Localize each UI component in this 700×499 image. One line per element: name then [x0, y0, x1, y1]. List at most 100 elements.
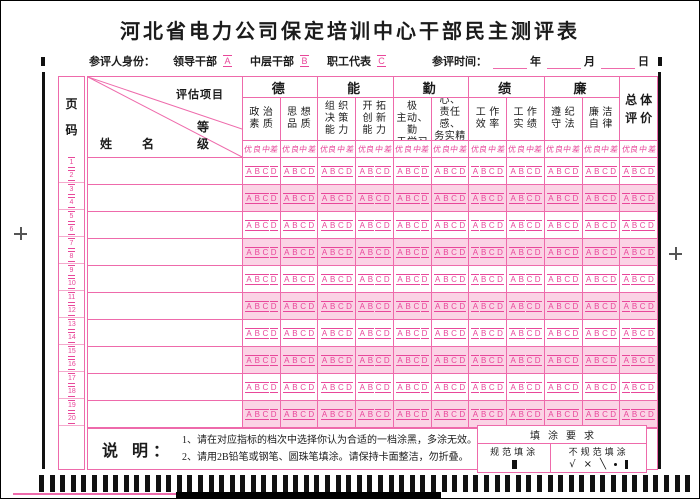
- bubble-B[interactable]: B: [555, 408, 564, 420]
- bubble-B[interactable]: B: [441, 219, 450, 231]
- bubble-A[interactable]: A: [471, 273, 480, 285]
- bubble-A[interactable]: A: [546, 165, 555, 177]
- bubble-A[interactable]: A: [358, 246, 367, 258]
- bubble-C[interactable]: C: [299, 327, 308, 339]
- bubble-C[interactable]: C: [299, 165, 308, 177]
- bubble-D[interactable]: D: [458, 300, 467, 312]
- bubble-C[interactable]: C: [638, 246, 647, 258]
- name-cell[interactable]: [88, 293, 242, 319]
- bubble-D[interactable]: D: [382, 219, 391, 231]
- bubble-C[interactable]: C: [638, 165, 647, 177]
- bubble-D[interactable]: D: [458, 381, 467, 393]
- bubble-C[interactable]: C: [299, 192, 308, 204]
- bubble-C[interactable]: C: [638, 408, 647, 420]
- bubble-C[interactable]: C: [487, 408, 496, 420]
- bubble-A[interactable]: A: [282, 327, 291, 339]
- bubble-B[interactable]: B: [253, 354, 262, 366]
- bubble-C[interactable]: C: [450, 354, 459, 366]
- bubble-B[interactable]: B: [592, 354, 601, 366]
- bubble-D[interactable]: D: [307, 354, 316, 366]
- name-cell[interactable]: [88, 266, 242, 292]
- bubble-C[interactable]: C: [336, 381, 345, 393]
- bubble-A[interactable]: A: [584, 165, 593, 177]
- bubble-D[interactable]: D: [495, 408, 504, 420]
- bubble-B[interactable]: B: [630, 354, 639, 366]
- bubble-C[interactable]: C: [412, 273, 421, 285]
- bubble-D[interactable]: D: [646, 219, 655, 231]
- bubble-D[interactable]: D: [495, 300, 504, 312]
- bubble-A[interactable]: A: [433, 408, 442, 420]
- bubble-C[interactable]: C: [336, 219, 345, 231]
- bubble-B[interactable]: B: [366, 354, 375, 366]
- bubble-A[interactable]: A: [471, 300, 480, 312]
- bubble-A[interactable]: A: [546, 192, 555, 204]
- bubble-A[interactable]: A: [395, 327, 404, 339]
- bubble-C[interactable]: C: [600, 192, 609, 204]
- bubble-D[interactable]: D: [646, 381, 655, 393]
- page-number-bubble-4[interactable]: 4: [68, 197, 75, 208]
- bubble-A[interactable]: A: [509, 381, 518, 393]
- bubble-A[interactable]: A: [395, 273, 404, 285]
- bubble-A[interactable]: A: [320, 300, 329, 312]
- bubble-C[interactable]: C: [336, 354, 345, 366]
- bubble-A[interactable]: A: [584, 300, 593, 312]
- bubble-D[interactable]: D: [571, 219, 580, 231]
- bubble-B[interactable]: B: [517, 300, 526, 312]
- bubble-C[interactable]: C: [563, 219, 572, 231]
- bubble-A[interactable]: A: [395, 408, 404, 420]
- bubble-D[interactable]: D: [420, 165, 429, 177]
- bubble-D[interactable]: D: [646, 165, 655, 177]
- bubble-C[interactable]: C: [450, 300, 459, 312]
- bubble-A[interactable]: A: [622, 354, 631, 366]
- bubble-A[interactable]: A: [622, 408, 631, 420]
- bubble-D[interactable]: D: [420, 273, 429, 285]
- bubble-A[interactable]: A: [509, 192, 518, 204]
- name-cell[interactable]: [88, 374, 242, 400]
- bubble-B[interactable]: B: [404, 327, 413, 339]
- bubble-D[interactable]: D: [307, 327, 316, 339]
- bubble-C[interactable]: C: [412, 381, 421, 393]
- bubble-B[interactable]: B: [253, 408, 262, 420]
- bubble-C[interactable]: C: [374, 165, 383, 177]
- bubble-A[interactable]: A: [282, 354, 291, 366]
- bubble-D[interactable]: D: [495, 165, 504, 177]
- bubble-B[interactable]: B: [630, 381, 639, 393]
- bubble-D[interactable]: D: [609, 408, 618, 420]
- bubble-B[interactable]: B: [290, 192, 299, 204]
- bubble-A[interactable]: A: [584, 246, 593, 258]
- page-number-bubble-1[interactable]: 1: [68, 157, 75, 168]
- bubble-D[interactable]: D: [609, 165, 618, 177]
- bubble-B[interactable]: B: [479, 246, 488, 258]
- bubble-C[interactable]: C: [563, 246, 572, 258]
- bubble-D[interactable]: D: [269, 408, 278, 420]
- bubble-D[interactable]: D: [382, 381, 391, 393]
- bubble-B[interactable]: B: [253, 192, 262, 204]
- bubble-C[interactable]: C: [299, 246, 308, 258]
- bubble-A[interactable]: A: [358, 327, 367, 339]
- bubble-C[interactable]: C: [336, 300, 345, 312]
- bubble-B[interactable]: B: [479, 300, 488, 312]
- bubble-B[interactable]: B: [555, 219, 564, 231]
- bubble-B[interactable]: B: [441, 273, 450, 285]
- bubble-A[interactable]: A: [584, 273, 593, 285]
- bubble-C[interactable]: C: [299, 354, 308, 366]
- bubble-D[interactable]: D: [609, 246, 618, 258]
- bubble-B[interactable]: B: [290, 381, 299, 393]
- bubble-A[interactable]: A: [245, 300, 254, 312]
- bubble-B[interactable]: B: [404, 273, 413, 285]
- bubble-B[interactable]: B: [592, 246, 601, 258]
- bubble-D[interactable]: D: [571, 192, 580, 204]
- bubble-C[interactable]: C: [600, 165, 609, 177]
- bubble-D[interactable]: D: [571, 408, 580, 420]
- bubble-D[interactable]: D: [495, 381, 504, 393]
- bubble-B[interactable]: B: [404, 408, 413, 420]
- bubble-C[interactable]: C: [374, 354, 383, 366]
- bubble-C[interactable]: C: [525, 381, 534, 393]
- bubble-D[interactable]: D: [571, 381, 580, 393]
- bubble-C[interactable]: C: [563, 354, 572, 366]
- bubble-D[interactable]: D: [533, 165, 542, 177]
- bubble-A[interactable]: A: [320, 381, 329, 393]
- bubble-D[interactable]: D: [533, 192, 542, 204]
- bubble-C[interactable]: C: [525, 246, 534, 258]
- bubble-B[interactable]: B: [366, 273, 375, 285]
